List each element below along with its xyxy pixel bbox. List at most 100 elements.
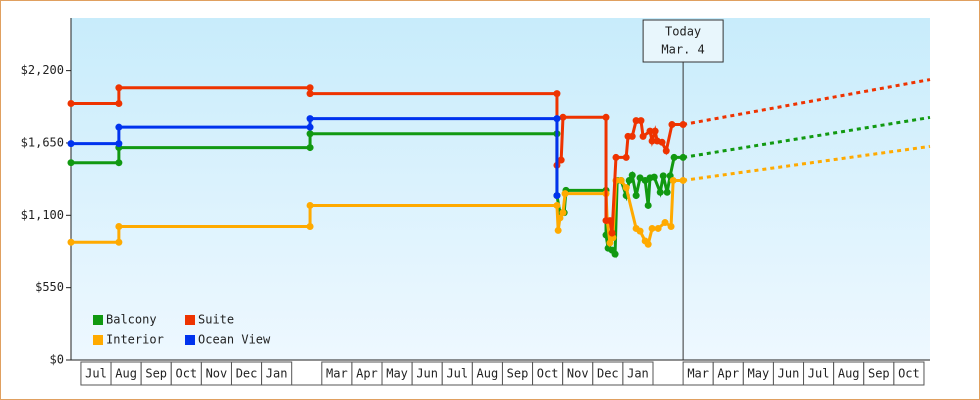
projection-line xyxy=(682,144,931,182)
data-point xyxy=(115,84,123,92)
x-tick-box xyxy=(893,361,925,386)
x-tick-label: Sep xyxy=(868,367,890,381)
legend-label: Suite xyxy=(198,313,234,327)
x-tick-label: Jan xyxy=(266,367,288,381)
data-point xyxy=(306,90,314,98)
data-point xyxy=(622,153,630,161)
y-tick-label: $1,100 xyxy=(21,208,64,222)
x-tick-label: Jul xyxy=(446,367,468,381)
data-point xyxy=(662,147,670,155)
x-tick-label: Aug xyxy=(838,367,860,381)
legend-label: Ocean View xyxy=(198,333,271,347)
legend-swatch xyxy=(93,335,103,345)
data-point xyxy=(306,222,314,230)
y-tick-label: $0 xyxy=(50,353,64,367)
x-tick-label: Apr xyxy=(717,367,739,381)
x-tick-label: Aug xyxy=(477,367,499,381)
data-point xyxy=(679,121,687,129)
data-point xyxy=(644,240,652,248)
x-tick-box xyxy=(622,361,654,386)
data-point xyxy=(668,121,676,129)
data-point xyxy=(608,229,616,237)
data-point xyxy=(115,100,123,107)
data-point xyxy=(553,192,561,200)
today-label: Today xyxy=(665,25,701,39)
data-point xyxy=(628,171,636,179)
today-label: Mar. 4 xyxy=(661,43,704,57)
data-point xyxy=(644,201,652,209)
data-point xyxy=(636,227,644,235)
data-point xyxy=(553,90,561,98)
x-tick-label: Mar xyxy=(687,367,709,381)
data-point xyxy=(115,123,123,131)
x-tick-label: Jul xyxy=(808,367,830,381)
data-point xyxy=(606,217,614,225)
y-tick-label: $2,200 xyxy=(21,63,64,77)
data-point xyxy=(306,84,314,92)
data-point xyxy=(663,188,671,196)
x-tick-label: Sep xyxy=(145,367,167,381)
projection-line xyxy=(682,115,931,159)
data-point xyxy=(115,222,123,230)
data-point xyxy=(67,100,75,107)
x-tick-label: Aug xyxy=(115,367,137,381)
data-point xyxy=(667,222,675,230)
x-tick-label: Nov xyxy=(567,367,589,381)
legend-label: Balcony xyxy=(106,313,157,327)
data-point xyxy=(632,192,640,200)
x-tick-label: Mar xyxy=(326,367,348,381)
data-point xyxy=(306,144,314,152)
data-point xyxy=(679,153,687,161)
x-tick-box xyxy=(261,361,293,386)
data-point xyxy=(650,173,658,181)
legend-swatch xyxy=(93,315,103,325)
x-tick-label: May xyxy=(748,367,770,381)
data-point xyxy=(559,113,567,121)
x-tick-label: Jan xyxy=(627,367,649,381)
today-box xyxy=(642,19,724,63)
data-point xyxy=(679,176,687,184)
legend-swatch xyxy=(185,315,195,325)
data-point xyxy=(606,239,614,247)
y-tick-label: $550 xyxy=(35,280,64,294)
data-point xyxy=(115,238,123,246)
data-point xyxy=(67,140,75,148)
y-tick-label: $1,650 xyxy=(21,135,64,149)
projection-line xyxy=(682,78,931,127)
data-point xyxy=(646,127,654,135)
data-point xyxy=(648,137,656,145)
data-point xyxy=(553,115,561,123)
data-point xyxy=(617,176,625,184)
data-point xyxy=(67,159,75,167)
data-point xyxy=(115,159,123,167)
x-tick-label: Oct xyxy=(898,367,920,381)
x-tick-label: Jun xyxy=(778,367,800,381)
x-tick-label: Nov xyxy=(206,367,228,381)
data-point xyxy=(628,132,636,140)
data-point xyxy=(670,153,678,161)
data-point xyxy=(661,219,669,227)
x-tick-label: Dec xyxy=(236,367,258,381)
data-point xyxy=(625,176,633,184)
plot-area xyxy=(71,18,930,360)
data-point xyxy=(559,209,567,217)
data-point xyxy=(561,190,569,198)
legend-swatch xyxy=(185,335,195,345)
x-tick-label: Apr xyxy=(356,367,378,381)
data-point xyxy=(656,188,664,196)
data-point xyxy=(611,250,619,258)
data-point xyxy=(306,123,314,131)
data-point xyxy=(553,201,561,209)
data-point xyxy=(554,226,562,234)
x-tick-label: Dec xyxy=(597,367,619,381)
data-point xyxy=(612,153,620,161)
data-point xyxy=(637,117,645,125)
data-point xyxy=(669,176,677,184)
data-point xyxy=(654,224,662,232)
data-point xyxy=(602,113,610,121)
data-point xyxy=(556,214,564,222)
data-point xyxy=(658,138,666,146)
series-line xyxy=(71,86,684,234)
x-tick-label: Jul xyxy=(85,367,107,381)
